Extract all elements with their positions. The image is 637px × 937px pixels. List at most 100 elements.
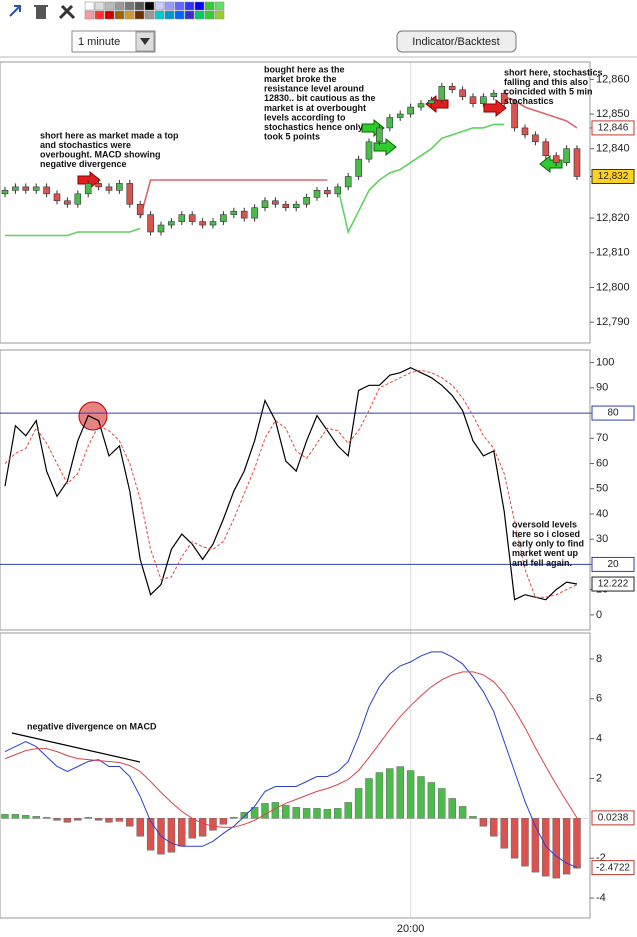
annotation: resistance level around — [264, 84, 364, 94]
annotation: short here as market made a top — [40, 130, 179, 140]
candle-body — [563, 148, 570, 163]
palette-swatch — [154, 10, 165, 20]
y-tick-label: 0 — [596, 609, 602, 621]
annotation: coincided with 5 min — [504, 87, 593, 97]
annotation: here so i closed — [512, 529, 580, 539]
histogram-bar — [188, 818, 196, 839]
candle-body — [64, 200, 71, 205]
divergence-trendline — [11, 732, 141, 763]
trash-icon[interactable] — [36, 7, 46, 19]
y-tick-label: 12,800 — [596, 281, 630, 293]
y-tick-label: 30 — [596, 533, 608, 545]
candle-body — [386, 117, 394, 129]
candle-body — [188, 214, 196, 222]
palette-swatch — [94, 10, 105, 20]
y-tick-label: -4 — [596, 892, 606, 904]
palette-swatch — [194, 10, 205, 20]
candle-body — [95, 183, 102, 188]
histogram-bar — [552, 818, 560, 879]
histogram-bar — [105, 818, 113, 823]
annotation: market went up — [512, 548, 579, 558]
annotation: levels according to — [264, 112, 346, 122]
candle-body — [84, 183, 92, 195]
series-line — [4, 671, 578, 828]
candle-body — [303, 196, 310, 205]
candle-body — [230, 210, 238, 215]
histogram-bar — [84, 817, 92, 819]
palette-swatch — [214, 1, 225, 11]
histogram-bar — [126, 818, 134, 827]
y-tick-label: 8 — [596, 653, 602, 665]
value-tag-label: 0.0238 — [598, 813, 629, 824]
candle-body — [448, 85, 456, 91]
candle-body — [532, 134, 539, 143]
palette-swatch — [214, 10, 225, 20]
palette-swatch — [154, 1, 165, 11]
timeframe-dropdown[interactable] — [71, 30, 156, 53]
palette-swatch — [124, 1, 135, 11]
annotation: short here, stochastics — [504, 67, 603, 77]
annotation: market is at overbought — [264, 103, 366, 113]
palette-swatch — [84, 10, 95, 20]
candle-body — [292, 203, 300, 209]
series-line — [139, 95, 578, 219]
palette-swatch — [164, 1, 175, 11]
zoom-icon[interactable] — [9, 5, 21, 17]
x-tick-label: 20:00 — [397, 923, 425, 935]
candle-body — [573, 148, 581, 177]
indicator-button[interactable] — [396, 30, 517, 53]
candle-body — [334, 186, 342, 195]
candle-body — [32, 186, 40, 191]
histogram-bar — [292, 807, 300, 819]
color-palette[interactable] — [84, 1, 225, 20]
candle-body — [136, 203, 144, 215]
y-tick-label: 6 — [596, 693, 602, 705]
candle-body — [459, 89, 466, 97]
histogram-bar — [448, 798, 456, 819]
y-tick-label: 90 — [596, 382, 608, 394]
palette-swatch — [114, 1, 125, 11]
candle-body — [438, 85, 446, 101]
candle-body — [428, 99, 435, 104]
candle-body — [521, 127, 529, 136]
annotation: took 5 points — [264, 132, 320, 142]
y-tick-label: 12,790 — [596, 316, 630, 328]
dropdown-arrow — [140, 38, 150, 45]
histogram-bar — [510, 818, 519, 859]
y-tick-label: 50 — [596, 483, 608, 495]
histogram-bar — [469, 816, 477, 819]
annotation: and stochastics were — [40, 140, 131, 150]
candle-body — [209, 221, 217, 226]
tools-icon[interactable] — [58, 4, 76, 20]
histogram-bar — [375, 772, 384, 819]
palette-swatch — [174, 1, 185, 11]
short-arrow — [77, 170, 101, 190]
candle-body — [157, 224, 165, 233]
y-tick-label: 60 — [596, 457, 608, 469]
palette-swatch — [134, 10, 145, 20]
palette-swatch — [124, 10, 135, 20]
annotation: early only to find — [512, 539, 584, 549]
candle-body — [168, 221, 175, 226]
annotation: and fell again. — [512, 558, 572, 568]
candle-body — [542, 141, 550, 156]
candle-body — [324, 190, 331, 195]
histogram-bar — [406, 770, 415, 819]
histogram-bar — [53, 818, 61, 821]
candle-body — [490, 92, 498, 97]
palette-swatch — [194, 1, 205, 11]
value-tag-label: 20 — [607, 559, 619, 570]
candle-body — [376, 127, 383, 143]
histogram-bar — [198, 818, 207, 837]
panel-frame — [0, 61, 591, 344]
short-arrow — [483, 98, 507, 118]
histogram-bar — [344, 802, 352, 819]
candle-body — [251, 207, 258, 219]
value-tag — [591, 405, 635, 421]
histogram-bar — [261, 803, 269, 819]
candle-body — [43, 186, 50, 195]
palette-swatch — [104, 1, 115, 11]
histogram-bar — [521, 818, 529, 867]
series-line — [5, 123, 505, 237]
